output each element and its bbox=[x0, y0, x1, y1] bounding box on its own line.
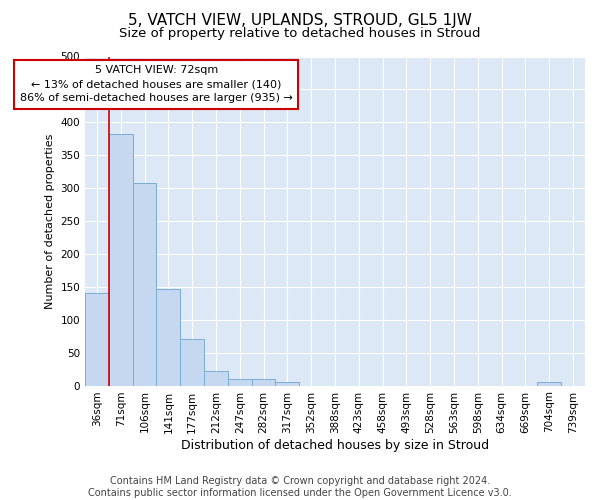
Bar bbox=[228, 379, 251, 386]
Bar bbox=[251, 379, 275, 386]
Bar bbox=[180, 339, 204, 386]
Text: Contains HM Land Registry data © Crown copyright and database right 2024.
Contai: Contains HM Land Registry data © Crown c… bbox=[88, 476, 512, 498]
Text: 5 VATCH VIEW: 72sqm
← 13% of detached houses are smaller (140)
86% of semi-detac: 5 VATCH VIEW: 72sqm ← 13% of detached ho… bbox=[20, 65, 293, 103]
Bar bbox=[157, 289, 180, 386]
Bar bbox=[109, 134, 133, 386]
Y-axis label: Number of detached properties: Number of detached properties bbox=[45, 134, 55, 308]
Bar bbox=[538, 382, 561, 386]
Bar bbox=[85, 294, 109, 386]
Bar bbox=[204, 371, 228, 386]
Text: Size of property relative to detached houses in Stroud: Size of property relative to detached ho… bbox=[119, 28, 481, 40]
Bar bbox=[133, 183, 157, 386]
Bar bbox=[275, 382, 299, 386]
X-axis label: Distribution of detached houses by size in Stroud: Distribution of detached houses by size … bbox=[181, 440, 489, 452]
Text: 5, VATCH VIEW, UPLANDS, STROUD, GL5 1JW: 5, VATCH VIEW, UPLANDS, STROUD, GL5 1JW bbox=[128, 12, 472, 28]
